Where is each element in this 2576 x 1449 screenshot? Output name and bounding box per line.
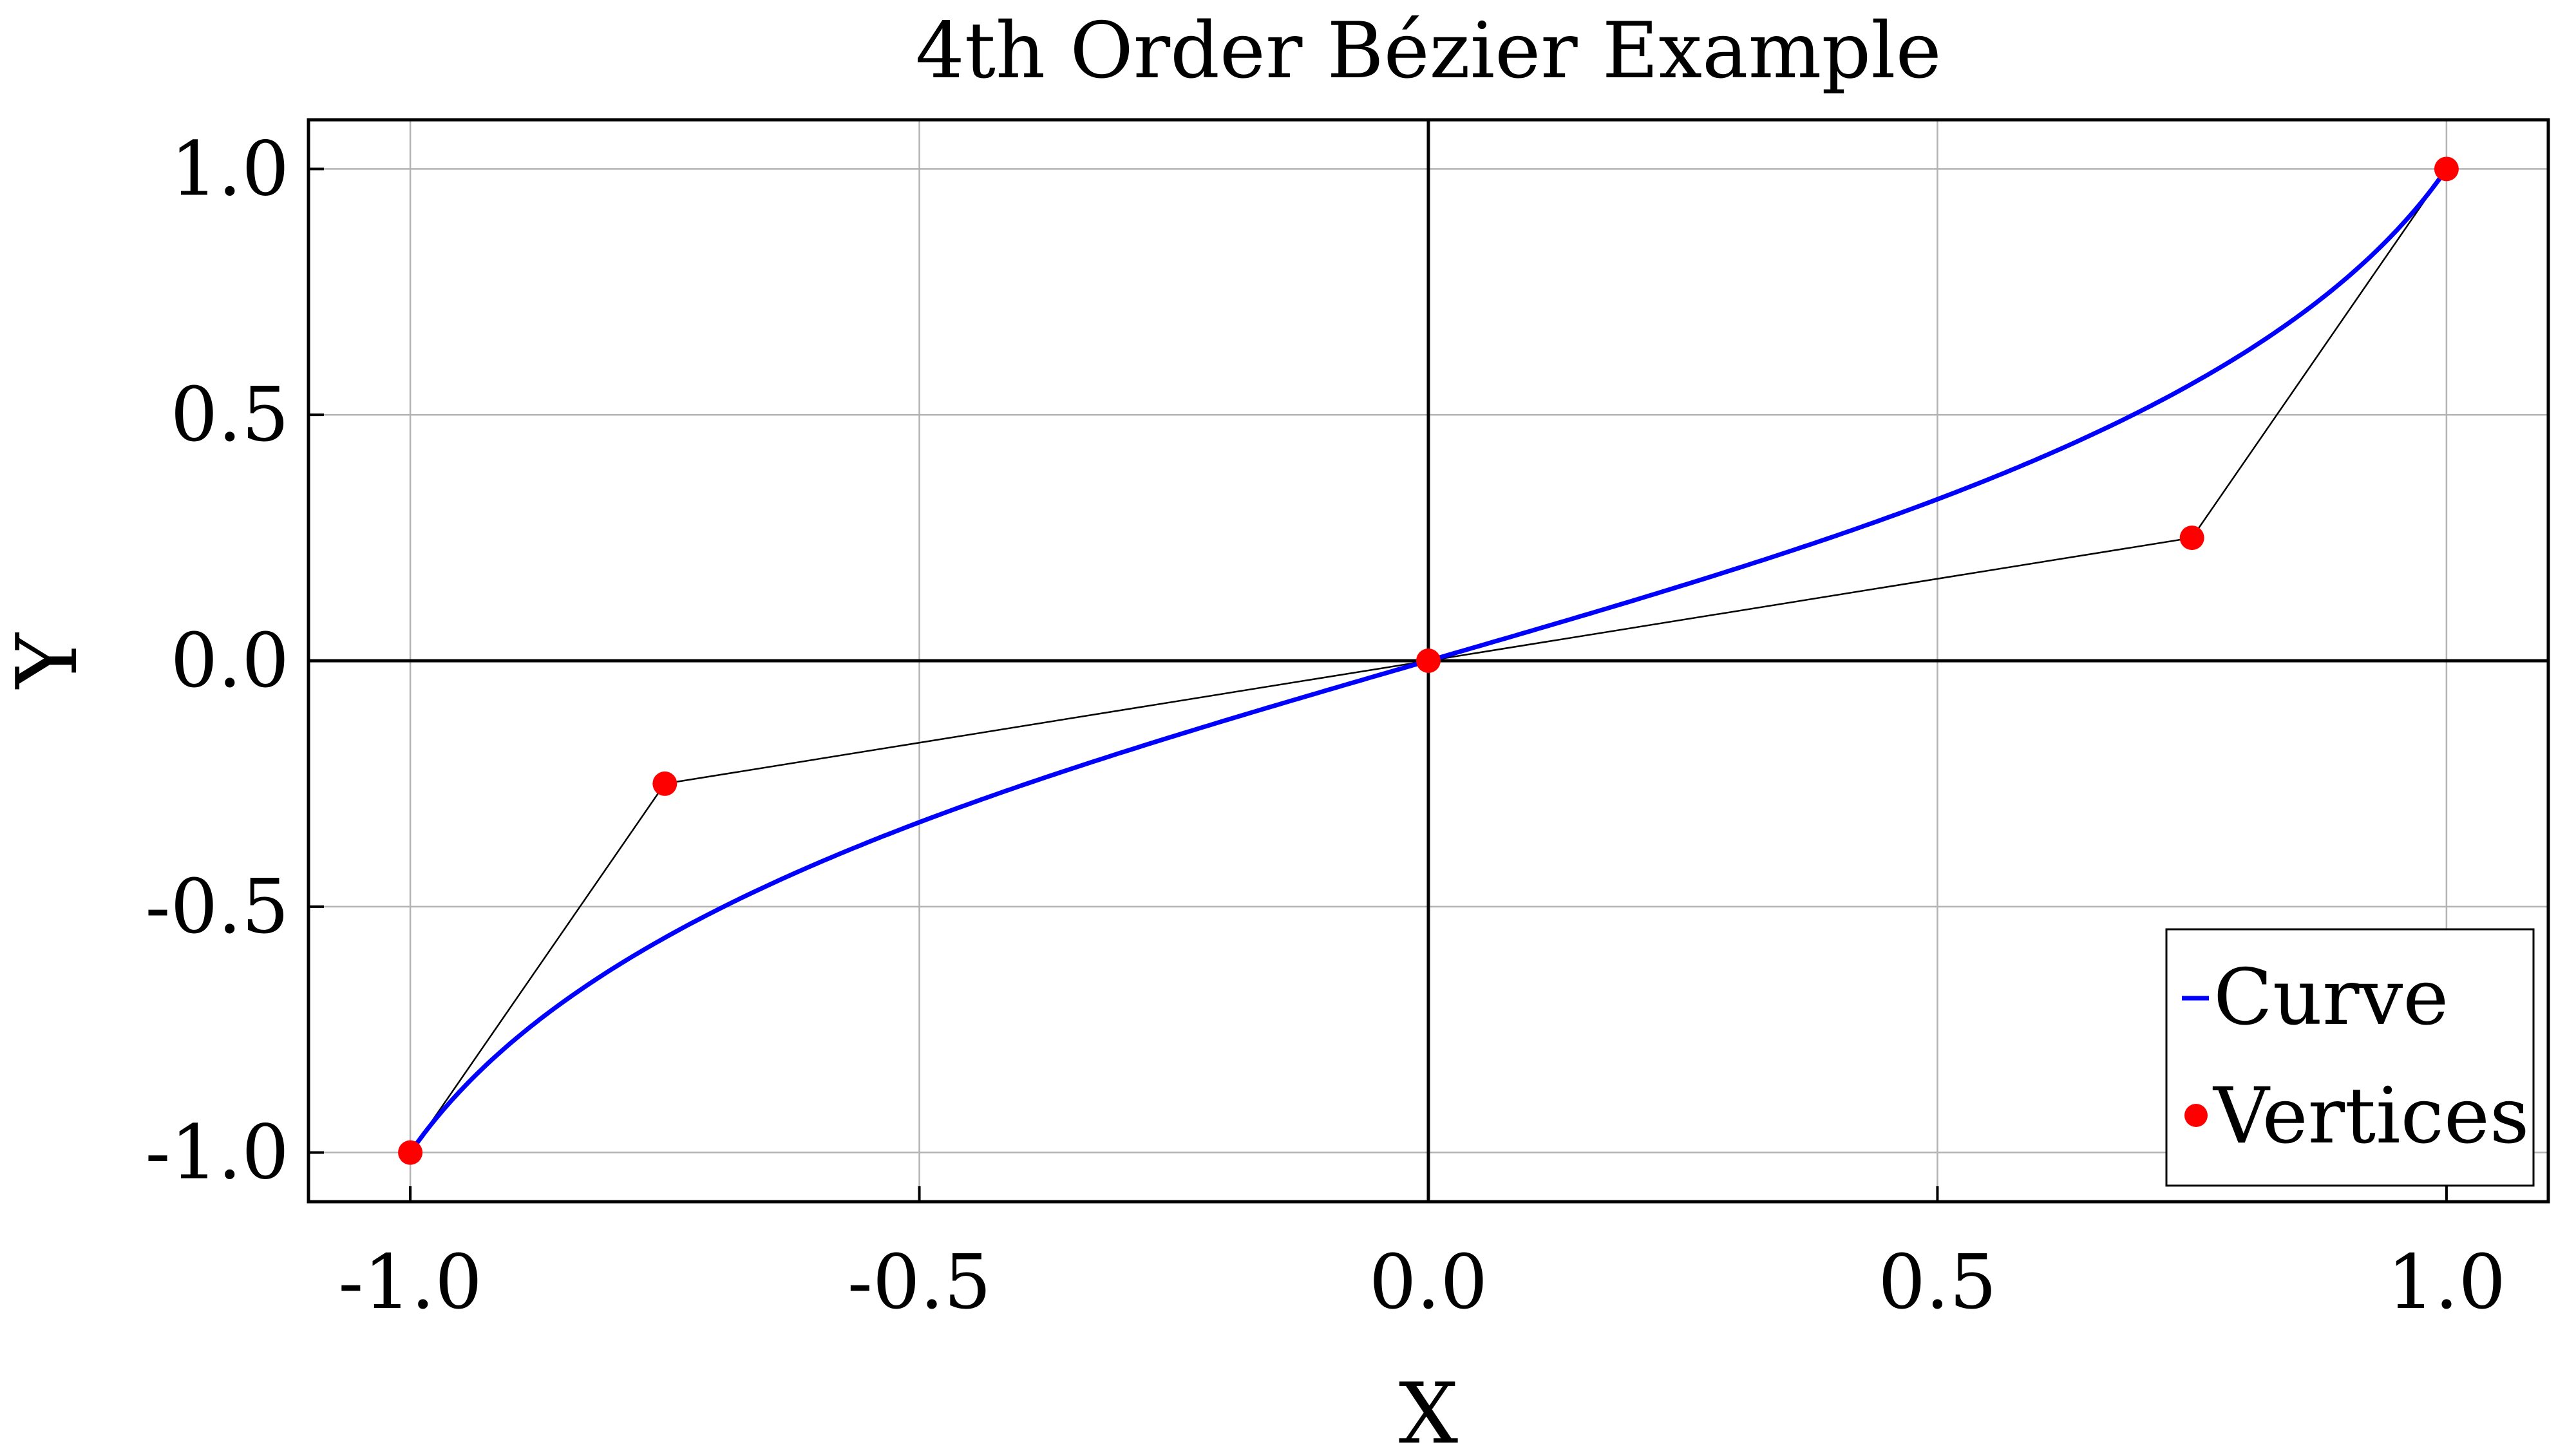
vertex-point-1 (652, 771, 677, 796)
y-tick-label-0: -1.0 (145, 1110, 289, 1197)
x-tick-label-4: 1.0 (2387, 1239, 2506, 1326)
x-axis-label: X (1399, 1365, 1459, 1449)
legend-box (2165, 928, 2535, 1187)
y-tick-label-2: 0.0 (171, 618, 289, 705)
vertex-point-4 (2434, 156, 2459, 182)
x-tick-label-1: -0.5 (848, 1239, 992, 1326)
x-tick-label-2: 0.0 (1369, 1239, 1488, 1326)
chart-title: 4th Order Bézier Example (915, 6, 1941, 96)
y-tick-label-3: 0.5 (171, 372, 289, 459)
legend-curve-label: Curve (2213, 953, 2448, 1043)
vertices-series (398, 156, 2459, 1165)
legend: Curve Vertices (2165, 928, 2535, 1187)
x-tick-label-0: -1.0 (338, 1239, 482, 1326)
legend-vertices-swatch (2184, 1104, 2208, 1127)
y-tick-label-4: 1.0 (171, 126, 289, 213)
y-tick-label-1: -0.5 (145, 864, 289, 951)
vertex-point-0 (398, 1140, 423, 1165)
y-axis-label: Y (0, 632, 96, 690)
legend-vertices-label: Vertices (2212, 1072, 2529, 1161)
x-tick-label-3: 0.5 (1878, 1239, 1996, 1326)
y-axis-ticks: -1.0 -0.5 0.0 0.5 1.0 (145, 126, 324, 1197)
vertex-point-3 (2179, 526, 2204, 551)
vertex-point-2 (1416, 649, 1441, 673)
x-axis-ticks: -1.0 -0.5 0.0 0.5 1.0 (338, 1186, 2506, 1326)
